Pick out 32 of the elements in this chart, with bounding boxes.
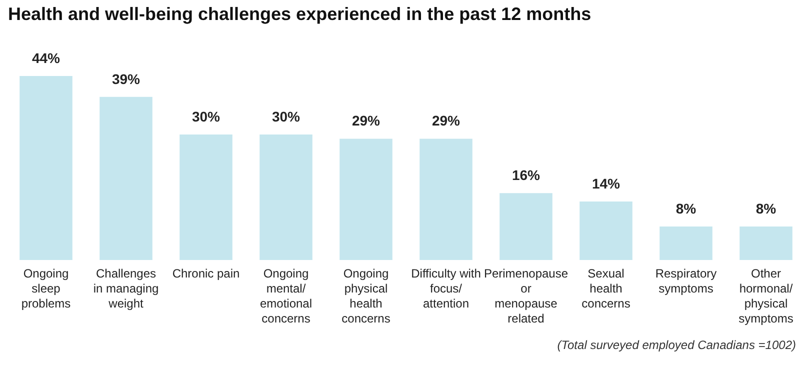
- bar: [580, 201, 632, 260]
- data-label: 44%: [32, 50, 61, 66]
- text: (Total surveyed employed Canadians =1002): [557, 338, 796, 352]
- x-tick-label: Perimenopause or menopause related: [484, 266, 568, 326]
- bar: [740, 226, 792, 260]
- data-label: 30%: [272, 108, 301, 125]
- bar: [500, 193, 552, 260]
- x-tick-label: Difficulty with focus/ attention: [411, 266, 481, 310]
- bar: [420, 138, 472, 260]
- chart-title: Health and well-being challenges experienced in the past 12 months: [8, 4, 592, 24]
- data-label: 29%: [352, 112, 381, 129]
- x-tick-label: Sexual health concerns: [582, 266, 630, 310]
- data-label: 8%: [756, 200, 777, 217]
- x-tick-label: Ongoing sleep problems: [21, 266, 71, 310]
- data-label: 14%: [592, 175, 621, 192]
- data-label: 29%: [432, 112, 461, 129]
- bar: [340, 138, 392, 260]
- bar: [660, 226, 712, 260]
- bar: [100, 96, 152, 260]
- bar: [260, 134, 312, 260]
- data-label: 8%: [676, 200, 697, 217]
- data-label: 39%: [112, 70, 141, 87]
- x-tick-label: Ongoing mental/ emotional concerns: [260, 266, 312, 326]
- bar: [180, 134, 232, 260]
- x-tick-label: Challenges in managing weight: [93, 266, 159, 310]
- data-label: 16%: [512, 167, 541, 184]
- x-tick-label: Ongoing physical health concerns: [342, 266, 390, 326]
- bar: [20, 76, 72, 260]
- x-tick-label: Chronic pain: [172, 266, 240, 280]
- x-tick-label: Other hormonal/ physical symptoms: [738, 266, 794, 326]
- data-label: 30%: [192, 108, 221, 125]
- x-tick-label: Respiratory symptoms: [655, 266, 717, 296]
